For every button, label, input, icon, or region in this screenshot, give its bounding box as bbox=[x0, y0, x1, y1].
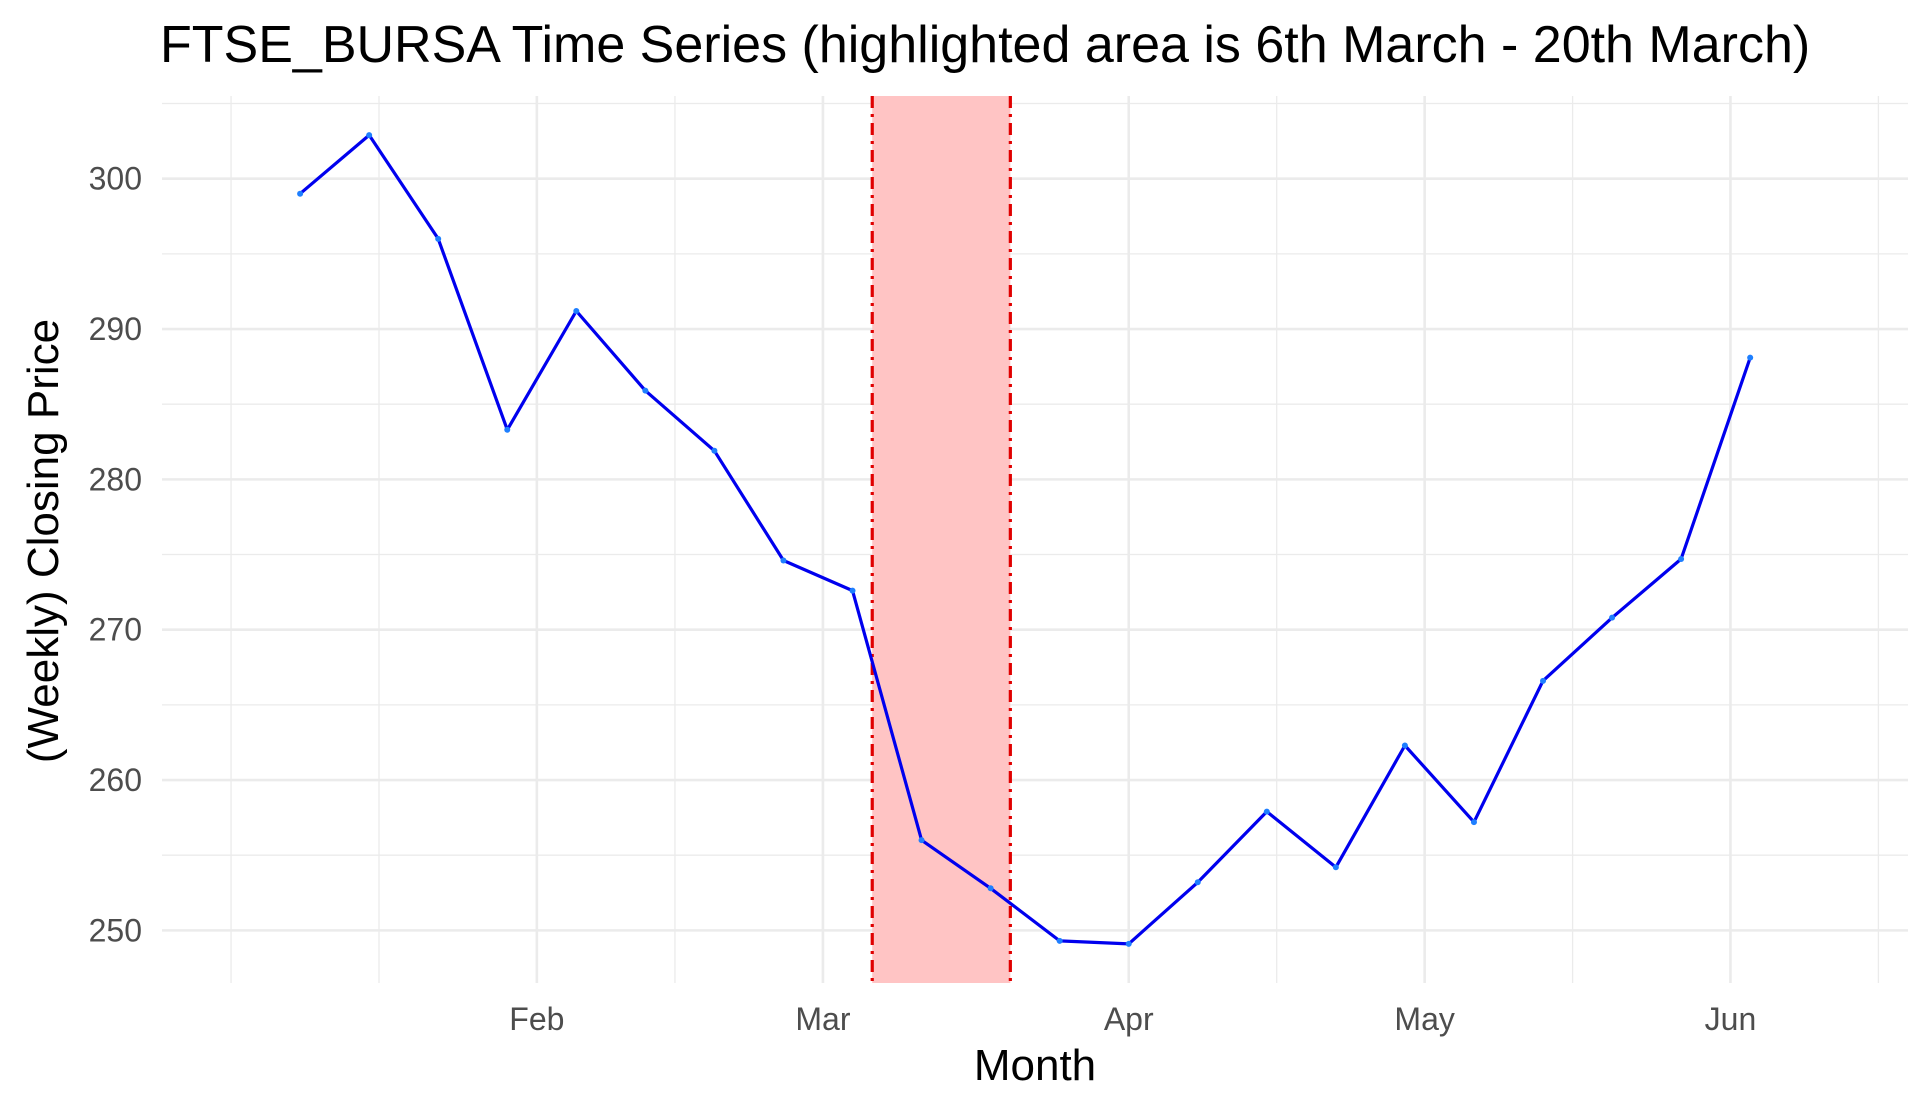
data-point bbox=[1678, 556, 1685, 563]
data-point bbox=[918, 837, 925, 844]
data-point bbox=[849, 587, 856, 594]
data-points bbox=[297, 132, 1754, 947]
data-point bbox=[711, 447, 718, 454]
x-tick-label-2: Apr bbox=[1104, 1001, 1154, 1037]
data-point bbox=[1540, 677, 1547, 684]
x-axis-title: Month bbox=[974, 1041, 1096, 1090]
data-point bbox=[642, 387, 649, 394]
data-point bbox=[435, 235, 442, 242]
highlight-band bbox=[872, 96, 1011, 983]
data-point bbox=[1332, 864, 1339, 871]
data-point bbox=[1125, 940, 1132, 947]
series-line-0 bbox=[299, 133, 1752, 946]
y-axis-title: (Weekly) Closing Price bbox=[19, 319, 68, 763]
highlight-region bbox=[870, 96, 1012, 983]
data-point bbox=[1056, 937, 1063, 944]
y-tick-label-0: 250 bbox=[89, 912, 142, 948]
y-axis-ticks: 250 260 270 280 290 300 bbox=[89, 161, 142, 949]
data-point bbox=[366, 132, 373, 139]
data-point bbox=[987, 885, 994, 892]
data-point bbox=[1609, 614, 1616, 621]
x-tick-label-3: May bbox=[1394, 1001, 1454, 1037]
y-tick-label-5: 300 bbox=[89, 161, 142, 197]
chart-title: FTSE_BURSA Time Series (highlighted area… bbox=[160, 16, 1810, 74]
data-point bbox=[1470, 819, 1477, 826]
data-point bbox=[1401, 742, 1408, 749]
x-tick-label-0: Feb bbox=[509, 1001, 564, 1037]
data-point bbox=[1747, 354, 1754, 361]
y-tick-label-3: 280 bbox=[89, 461, 142, 497]
x-tick-label-1: Mar bbox=[795, 1001, 850, 1037]
x-axis-ticks: Feb Mar Apr May Jun bbox=[509, 1001, 1756, 1037]
data-point bbox=[1263, 808, 1270, 815]
y-tick-label-1: 260 bbox=[89, 762, 142, 798]
data-point bbox=[504, 426, 511, 433]
y-tick-label-4: 290 bbox=[89, 311, 142, 347]
data-point bbox=[780, 557, 787, 564]
data-point bbox=[297, 190, 304, 197]
data-point bbox=[1194, 879, 1201, 886]
y-tick-label-2: 270 bbox=[89, 612, 142, 648]
data-point bbox=[573, 307, 580, 314]
x-tick-label-4: Jun bbox=[1705, 1001, 1757, 1037]
series-line bbox=[299, 133, 1752, 946]
